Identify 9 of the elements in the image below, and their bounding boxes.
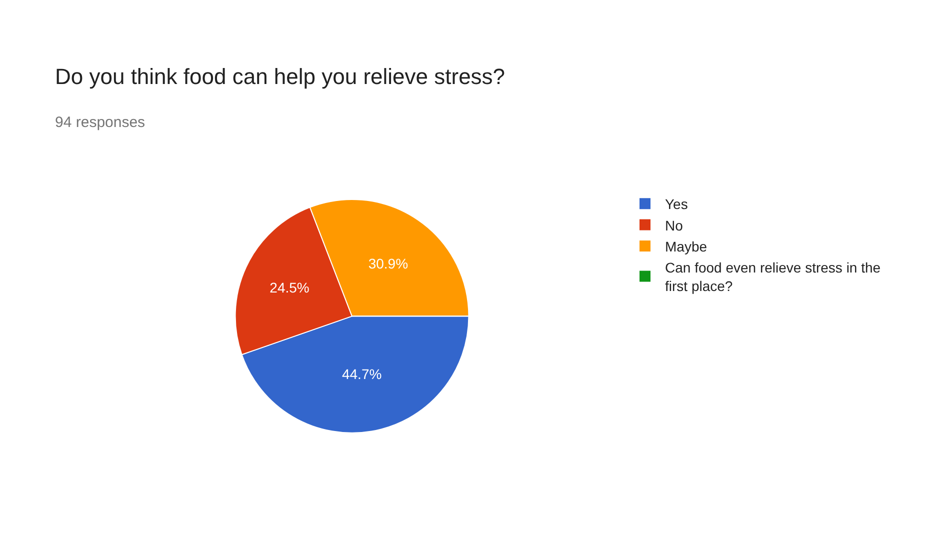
data-label: 44.7% <box>342 366 382 382</box>
data-label: 30.9% <box>368 255 408 272</box>
legend-label: Can food even relieve stress in the first place? <box>665 260 881 294</box>
legend-label: No <box>665 217 684 234</box>
data-label: 24.5% <box>270 279 310 296</box>
text: 94 responses <box>55 114 146 131</box>
legend-label: Maybe <box>665 238 708 254</box>
chart-title: Do you think food can help you relieve stress? <box>55 64 506 89</box>
legend-label: Yes <box>665 196 688 212</box>
